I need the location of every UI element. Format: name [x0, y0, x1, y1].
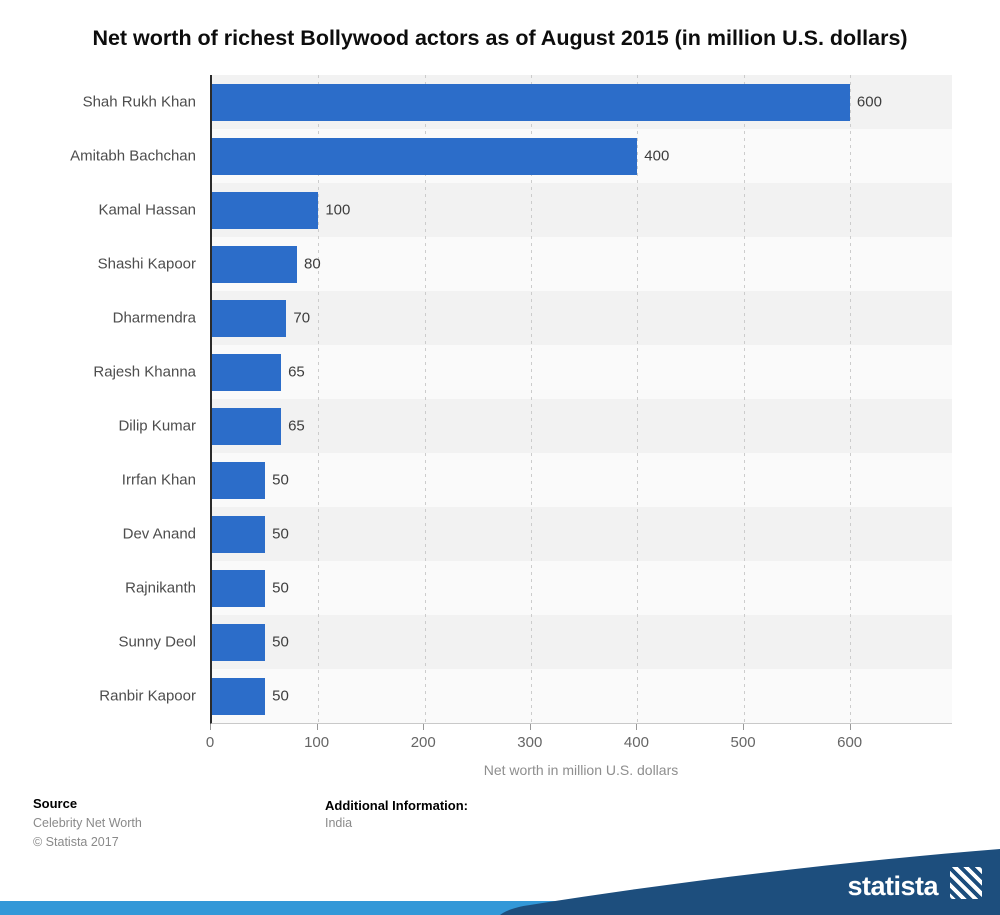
bar-value-label: 600 [856, 93, 882, 111]
tick-label: 0 [205, 734, 215, 752]
bar-value-label: 50 [272, 471, 289, 489]
category-label: Shah Rukh Khan [82, 93, 196, 111]
additional-info-value: India [325, 816, 353, 831]
statista-ribbon [0, 849, 1000, 915]
category-label: Ranbir Kapoor [99, 687, 196, 705]
bar-value-label: 80 [304, 255, 321, 273]
bar [212, 515, 266, 553]
bar [212, 353, 282, 391]
tick-mark [423, 724, 425, 731]
bar-row: Ranbir Kapoor 50 [99, 669, 952, 724]
statista-logo-icon [950, 867, 982, 899]
bar-value-label: 70 [293, 309, 311, 327]
bar [212, 191, 319, 229]
tick-label: 100 [304, 734, 330, 752]
bar-value-label: 50 [272, 579, 289, 597]
bar-row: Shah Rukh Khan 600 [83, 75, 952, 130]
bar-row: Rajesh Khanna 65 [93, 345, 952, 400]
tick-mark [529, 724, 531, 731]
bar-row: Irrfan Khan 50 [122, 453, 952, 508]
bar-value-label: 400 [644, 147, 670, 165]
bar-row: Rajnikanth 50 [125, 561, 952, 616]
source-label: Source [33, 796, 78, 812]
category-label: Dilip Kumar [118, 417, 196, 435]
source-block: Source Celebrity Net Worth © Statista 20… [33, 796, 142, 852]
bar-value-label: 50 [272, 525, 289, 543]
tick-label: 600 [837, 734, 863, 752]
bar [212, 299, 287, 337]
additional-info-block: Additional Information: India [325, 798, 468, 830]
bar-value-label: 50 [272, 687, 289, 705]
bar [212, 677, 266, 715]
tick-mark [316, 724, 318, 731]
tick-mark [210, 724, 211, 731]
category-label: Irrfan Khan [121, 471, 196, 489]
source-name: Celebrity Net Worth [33, 816, 142, 831]
bar-row: Sunny Deol 50 [118, 615, 952, 670]
category-label: Sunny Deol [118, 633, 196, 651]
bar [212, 407, 282, 445]
bar-row: Shashi Kapoor 80 [98, 237, 952, 292]
category-label: Shashi Kapoor [97, 255, 196, 273]
copyright-text: © Statista 2017 [33, 835, 119, 850]
tick-label: 400 [623, 734, 649, 752]
additional-info-label: Additional Information: [325, 798, 468, 814]
tick-mark [849, 724, 851, 731]
bar [212, 461, 266, 499]
plot-area: Shah Rukh Khan 600 Amitabh Bachchan 400 Kama… [70, 75, 952, 725]
bar [212, 137, 638, 175]
tick-label: 500 [730, 734, 756, 752]
bar [212, 569, 266, 607]
x-axis: 0 100 200 300 400 500 600 [206, 724, 952, 762]
tick-label: 300 [517, 734, 543, 752]
tick-mark [743, 724, 745, 731]
bar [212, 83, 850, 121]
bar-value-label: 100 [325, 201, 351, 219]
x-axis-label: Net worth in million U.S. dollars [483, 762, 679, 779]
category-label: Rajesh Khanna [93, 363, 196, 381]
bar-row: Dilip Kumar 65 [118, 399, 952, 454]
bar-value-label: 65 [288, 363, 305, 381]
bar-row: Dharmendra 70 [113, 291, 952, 346]
category-label: Dev Anand [122, 525, 196, 543]
tick-label: 200 [410, 734, 436, 752]
category-label: Kamal Hassan [98, 201, 196, 219]
chart-footer: Source Celebrity Net Worth © Statista 20… [0, 796, 1000, 866]
category-label: Dharmendra [112, 309, 196, 327]
bar-row: Kamal Hassan 100 [98, 183, 952, 238]
bar-row: Dev Anand 50 [123, 507, 952, 562]
tick-mark [636, 724, 638, 731]
bar [212, 245, 298, 283]
bar [212, 623, 266, 661]
category-label: Amitabh Bachchan [70, 147, 196, 165]
bar-rows: Shah Rukh Khan 600 Amitabh Bachchan 400 Kama… [70, 75, 952, 724]
chart-title: Net worth of richest Bollywood actors as… [92, 26, 908, 50]
statista-logo-text: statista [847, 871, 938, 901]
bar-chart: Shah Rukh Khan 600 Amitabh Bachchan 400 Kama… [0, 75, 1000, 778]
ribbon-dark-swoosh [500, 849, 1000, 915]
bar-value-label: 50 [272, 633, 289, 651]
category-label: Rajnikanth [125, 579, 196, 597]
bar-value-label: 65 [288, 417, 305, 435]
bar-row: Amitabh Bachchan 400 [70, 129, 952, 184]
